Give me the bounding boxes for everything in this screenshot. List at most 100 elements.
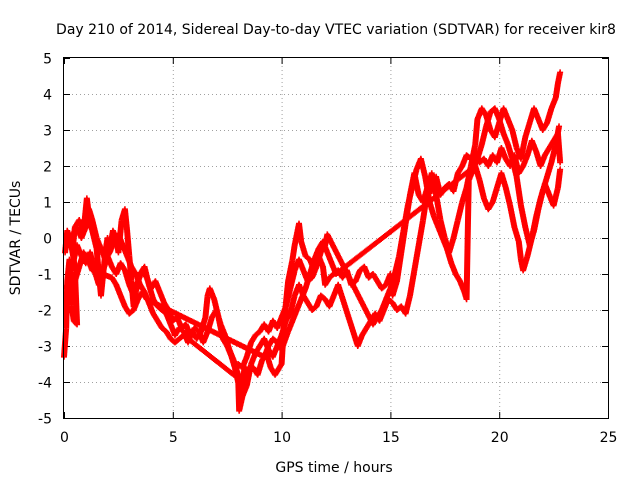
data-point-marker	[515, 238, 524, 262]
data-point-marker	[406, 268, 418, 299]
data-point-marker	[511, 224, 522, 244]
y-axis-label: SDTVAR / TECUs	[8, 181, 24, 296]
data-point-marker	[496, 116, 507, 136]
data-point-marker	[213, 307, 224, 326]
chart-title: Day 210 of 2014, Sidereal Day-to-day VTE…	[56, 22, 616, 38]
data-point-marker	[191, 325, 201, 334]
data-point-marker	[180, 332, 236, 377]
y-tick-label: 0	[43, 232, 52, 248]
data-point-marker	[483, 110, 494, 130]
x-tick-label: 20	[491, 430, 509, 446]
data-point-marker	[463, 178, 472, 303]
data-point-marker	[298, 238, 309, 258]
data-point-marker	[517, 135, 529, 162]
data-point-marker	[121, 206, 130, 233]
data-point-marker	[243, 362, 254, 389]
data-point-marker	[285, 258, 296, 285]
data-point-marker	[326, 271, 336, 281]
data-point-marker	[507, 202, 518, 229]
data-point-marker	[415, 218, 426, 249]
data-point-marker	[269, 335, 280, 345]
data-point-marker	[313, 250, 324, 270]
data-point-marker	[126, 307, 136, 317]
y-tick-label: 3	[43, 124, 52, 140]
data-point-marker	[554, 70, 563, 87]
data-point-marker	[278, 330, 291, 353]
data-point-marker	[554, 168, 563, 191]
data-point-marker	[121, 267, 132, 287]
x-tick-label: 0	[60, 430, 69, 446]
data-point-marker	[557, 159, 564, 166]
data-point-marker	[276, 362, 284, 371]
data-point-marker	[489, 186, 500, 205]
y-tick-label: -3	[38, 340, 52, 356]
data-point-marker	[158, 325, 169, 334]
data-point-marker	[389, 279, 400, 299]
data-point-marker	[422, 173, 433, 204]
data-point-marker	[89, 267, 114, 281]
y-tick-label: 2	[43, 160, 52, 176]
data-point-marker	[472, 163, 483, 182]
data-point-marker	[302, 253, 312, 262]
y-tick-label: -1	[38, 268, 52, 284]
data-point-marker	[306, 258, 317, 277]
data-point-marker	[454, 200, 465, 223]
data-point-marker	[443, 245, 454, 265]
data-point-marker	[504, 141, 515, 161]
data-point-marker	[404, 186, 415, 209]
data-point-marker	[402, 294, 413, 317]
data-point-marker	[517, 202, 529, 229]
data-point-marker	[502, 184, 513, 208]
data-point-marker	[450, 218, 461, 241]
x-tick-label: 15	[382, 430, 400, 446]
data-point-marker	[309, 304, 319, 313]
data-point-marker	[557, 69, 564, 76]
data-point-marker	[302, 272, 313, 292]
data-point-marker	[143, 296, 266, 360]
data-point-marker	[411, 243, 422, 274]
y-tick-label: -2	[38, 304, 52, 320]
data-point-marker	[552, 81, 561, 101]
data-point-marker	[472, 117, 481, 148]
data-point-marker	[428, 170, 439, 197]
data-point-marker	[71, 265, 82, 285]
data-point-marker	[528, 214, 539, 241]
data-point-marker	[556, 123, 563, 130]
x-tick-label: 10	[273, 430, 291, 446]
data-point-marker	[498, 170, 509, 190]
data-point-marker	[202, 294, 211, 321]
data-point-marker	[171, 336, 182, 346]
data-markers	[61, 69, 564, 414]
data-point-marker	[61, 326, 70, 360]
y-tick-label: 1	[43, 196, 52, 212]
data-point-marker	[387, 272, 398, 292]
data-point-marker	[378, 282, 388, 292]
plot-frame	[63, 57, 609, 419]
data-point-marker	[557, 166, 564, 173]
y-tick-label: -5	[38, 412, 52, 428]
data-point-marker	[396, 229, 407, 259]
data-point-marker	[522, 121, 533, 141]
data-point-marker	[333, 163, 478, 277]
data-point-marker	[476, 177, 487, 200]
data-point-marker	[474, 142, 485, 162]
data-point-marker	[158, 307, 169, 316]
data-point-marker	[544, 160, 554, 180]
data-point-marker	[324, 231, 376, 326]
y-tick-label: -4	[38, 376, 52, 392]
x-axis-label: GPS time / hours	[275, 460, 392, 476]
data-point-marker	[252, 329, 262, 339]
data-point-marker	[317, 292, 328, 302]
data-point-marker	[335, 281, 361, 348]
data-point-marker	[520, 254, 531, 274]
data-point-marker	[513, 173, 524, 208]
data-point-marker	[478, 124, 489, 148]
data-point-marker	[254, 358, 265, 378]
y-tick-label: 4	[43, 88, 52, 104]
x-tick-label: 25	[600, 430, 618, 446]
y-tick-label: 5	[43, 52, 52, 68]
x-tick-label: 5	[169, 430, 178, 446]
data-point-marker	[278, 319, 289, 339]
